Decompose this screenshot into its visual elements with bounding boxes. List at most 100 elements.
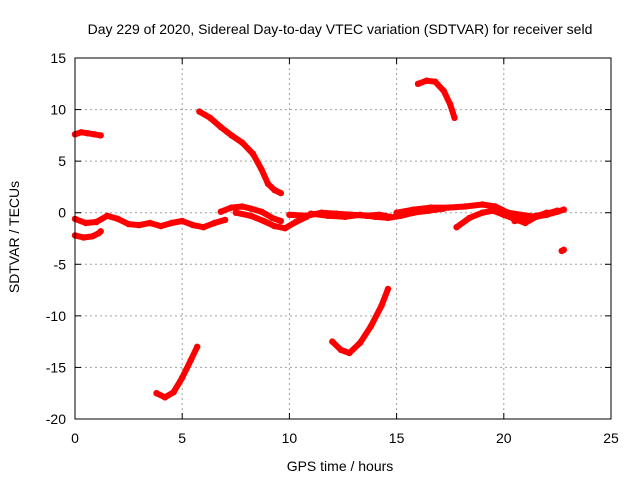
data-point-5-4 <box>258 208 265 215</box>
data-point-3-4 <box>187 357 194 364</box>
data-point-13-0 <box>511 217 518 225</box>
data-point-9-4 <box>372 213 379 220</box>
data-point-11-0 <box>414 80 422 88</box>
y-tick-label-0: -20 <box>46 411 66 427</box>
series-arc-6 <box>217 203 284 225</box>
x-tick-label-3: 15 <box>389 430 405 446</box>
data-point-2-10 <box>179 217 186 225</box>
data-point-5-3 <box>247 205 254 212</box>
data-point-4-3 <box>228 132 235 139</box>
data-point-8-3 <box>357 339 364 346</box>
series-trace-11 <box>415 77 458 121</box>
data-point-6-2 <box>260 217 267 225</box>
y-tick-label-2: -10 <box>46 308 66 324</box>
data-point-9-5 <box>384 214 392 222</box>
data-point-4-6 <box>258 166 265 173</box>
data-point-9-3 <box>357 211 364 218</box>
x-tick-label-1: 5 <box>178 430 186 446</box>
data-point-2-1 <box>82 219 89 227</box>
x-tick-label-0: 0 <box>71 430 79 446</box>
data-point-4-0 <box>196 108 203 115</box>
data-point-4-2 <box>217 123 224 131</box>
data-point-5-6 <box>277 217 284 225</box>
data-point-10-2 <box>427 204 435 211</box>
data-point-1-4 <box>97 228 104 235</box>
data-point-4-7 <box>264 180 272 187</box>
data-point-6-5 <box>292 218 299 226</box>
data-point-12-4 <box>500 211 507 218</box>
data-point-2-9 <box>168 219 175 227</box>
data-point-11-4 <box>447 101 454 108</box>
data-point-4-4 <box>239 139 246 146</box>
data-point-8-6 <box>384 285 392 293</box>
data-point-4-9 <box>277 189 284 197</box>
series-arc-14 <box>511 207 561 225</box>
data-point-4-1 <box>206 114 214 122</box>
data-point-6-4 <box>281 225 289 232</box>
series-arc-12 <box>414 77 458 122</box>
data-point-13-4 <box>554 207 561 214</box>
data-point-0-4 <box>97 132 104 139</box>
data-point-14-1 <box>560 246 567 253</box>
data-point-0-3 <box>91 131 98 138</box>
y-tick-label-7: 15 <box>50 50 66 66</box>
data-point-11-3 <box>440 87 447 95</box>
data-point-6-0 <box>232 209 239 216</box>
data-point-9-1 <box>324 212 332 219</box>
data-point-2-14 <box>221 216 229 224</box>
x-tick-label-4: 20 <box>496 430 512 446</box>
data-point-9-2 <box>341 213 349 220</box>
series-arc-4 <box>153 343 201 401</box>
data-point-6-3 <box>271 222 278 230</box>
data-point-2-12 <box>200 224 207 231</box>
data-point-11-5 <box>451 114 458 122</box>
data-point-8-0 <box>329 338 336 345</box>
series-trace-3 <box>153 343 201 401</box>
data-point-13-2 <box>532 212 540 219</box>
data-point-8-5 <box>378 302 385 309</box>
data-point-10-3 <box>444 204 452 211</box>
data-point-1-2 <box>89 233 96 240</box>
data-point-1-1 <box>80 234 87 241</box>
y-tick-label-5: 5 <box>58 153 66 169</box>
data-point-7-0 <box>286 211 293 218</box>
data-point-12-0 <box>453 224 460 231</box>
data-point-2-13 <box>211 219 218 227</box>
x-tick-label-2: 10 <box>282 430 298 446</box>
series-arc-9 <box>329 285 392 357</box>
series-trace-4 <box>196 108 284 197</box>
data-point-2-11 <box>189 221 197 229</box>
data-point-13-3 <box>543 210 550 217</box>
data-point-4-8 <box>271 186 278 194</box>
data-point-8-2 <box>346 349 353 357</box>
data-point-2-3 <box>104 212 111 219</box>
data-point-5-2 <box>239 203 246 210</box>
data-point-8-1 <box>337 346 345 354</box>
data-point-2-5 <box>125 220 132 228</box>
data-point-3-3 <box>179 374 186 381</box>
data-point-4-5 <box>249 150 257 158</box>
x-tick-label-5: 25 <box>603 430 619 446</box>
series-arc-3 <box>71 212 229 231</box>
y-axis-label: SDTVAR / TECUs <box>6 181 22 293</box>
data-point-5-0 <box>217 208 224 215</box>
data-point-11-2 <box>432 78 439 85</box>
data-point-8-4 <box>367 323 375 330</box>
data-series <box>71 77 567 401</box>
series-arc-5 <box>196 108 284 197</box>
y-tick-label-3: -5 <box>54 256 67 272</box>
plot-frame <box>74 57 612 420</box>
data-point-6-1 <box>247 212 254 219</box>
data-point-12-2 <box>479 209 486 216</box>
data-point-10-12 <box>560 206 567 213</box>
chart-title: Day 229 of 2020, Sidereal Day-to-day VTE… <box>88 21 593 37</box>
data-point-3-5 <box>194 343 201 350</box>
data-point-12-1 <box>466 214 473 222</box>
series-arc-1 <box>71 129 104 139</box>
data-point-11-1 <box>423 77 430 84</box>
data-point-12-3 <box>489 207 497 214</box>
series-arc-15 <box>558 246 567 255</box>
y-tick-label-1: -15 <box>46 359 66 375</box>
data-point-2-4 <box>114 215 122 223</box>
